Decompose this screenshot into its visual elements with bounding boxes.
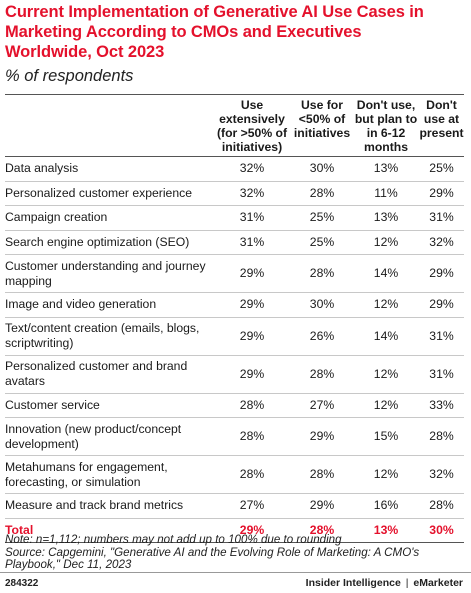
value-cell: 14% xyxy=(373,328,399,343)
value-cell: 11% xyxy=(374,185,398,200)
value-cell: 12% xyxy=(373,366,399,381)
value-cell: 25% xyxy=(309,234,335,249)
value-cell: 33% xyxy=(429,397,454,412)
total-value-cell: 13% xyxy=(373,522,399,537)
value-cell: 26% xyxy=(309,328,335,343)
value-cell: 31% xyxy=(429,210,454,225)
value-cell: 28% xyxy=(309,266,335,280)
row-label: Customer service xyxy=(5,397,100,412)
row-label: Innovation (new product/concept developm… xyxy=(5,421,182,451)
value-cell: 16% xyxy=(373,498,399,513)
row-label: Personalized customer and brand avatars xyxy=(5,359,188,388)
column-header: Use extensively (for >50% of initiatives… xyxy=(213,94,291,157)
value-cell: 12% xyxy=(373,397,399,412)
row-label: Personalized customer experience xyxy=(5,185,192,200)
brand-left: Insider Intelligence xyxy=(305,577,401,589)
table-row: Search engine optimization (SEO) 31% 25% 12… xyxy=(5,230,464,255)
value-cell: 28% xyxy=(239,429,265,443)
value-cell: 32% xyxy=(239,161,265,176)
row-label: Search engine optimization (SEO) xyxy=(5,234,190,249)
footer-divider xyxy=(0,572,471,573)
value-cell: 30% xyxy=(309,161,335,176)
value-cell: 28% xyxy=(309,185,335,200)
total-value-cell: 30% xyxy=(429,522,454,537)
value-cell: 29% xyxy=(429,185,454,200)
table-row: Text/content creation (emails, blogs, sc… xyxy=(5,317,464,355)
value-cell: 15% xyxy=(373,429,399,443)
total-label: Total xyxy=(5,522,34,537)
value-cell: 31% xyxy=(429,328,454,343)
value-cell: 29% xyxy=(429,266,454,280)
row-label: Measure and track brand metrics xyxy=(5,498,184,513)
value-cell: 13% xyxy=(373,161,399,176)
data-table: Use extensively (for >50% of initiatives… xyxy=(5,94,464,543)
value-cell: 29% xyxy=(239,328,265,343)
value-cell: 31% xyxy=(239,234,265,249)
value-cell: 28% xyxy=(429,429,454,443)
column-header: Don't use, but plan to in 6-12 months xyxy=(353,94,419,157)
chart-subtitle: % of respondents xyxy=(5,67,134,85)
row-label: Metahumans for engagement, forecasting, … xyxy=(5,459,168,489)
value-cell: 28% xyxy=(309,366,335,381)
header-row: Use extensively (for >50% of initiatives… xyxy=(5,94,464,157)
value-cell: 32% xyxy=(429,467,454,481)
value-cell: 29% xyxy=(239,266,265,280)
row-label: Data analysis xyxy=(5,161,79,176)
value-cell: 28% xyxy=(429,498,454,513)
brand-right: eMarketer xyxy=(413,577,463,589)
row-label: Customer understanding and journey mappi… xyxy=(5,258,206,288)
value-cell: 14% xyxy=(373,266,399,280)
note-text: Note: n=1,112; numbers may not add up to… xyxy=(5,533,342,546)
value-cell: 29% xyxy=(429,297,454,312)
table-row: Metahumans for engagement, forecasting, … xyxy=(5,456,464,494)
value-cell: 12% xyxy=(373,467,399,481)
source-text: Source: Capgemini, "Generative AI and th… xyxy=(5,545,420,571)
table-row: Personalized customer and brand avatars 2… xyxy=(5,355,464,393)
value-cell: 25% xyxy=(429,161,454,176)
row-label: Text/content creation (emails, blogs, sc… xyxy=(5,321,200,350)
chart-title: Current Implementation of Generative AI … xyxy=(5,3,424,61)
row-label: Image and video generation xyxy=(5,297,157,312)
value-cell: 29% xyxy=(239,297,265,312)
value-cell: 29% xyxy=(309,429,335,443)
value-cell: 31% xyxy=(429,366,454,381)
table-row: Measure and track brand metrics 27% 29% 16%… xyxy=(5,494,464,518)
table-body: Data analysis 32% 30% 13% 25% Personalized cu… xyxy=(5,157,464,542)
value-cell: 30% xyxy=(309,297,335,312)
brand-separator: | xyxy=(405,577,409,589)
total-value-cell: 28% xyxy=(309,522,335,537)
value-cell: 12% xyxy=(373,297,399,312)
value-cell: 27% xyxy=(239,498,265,513)
brand-logo: Insider Intelligence | eMarketer xyxy=(306,577,463,589)
total-value-cell: 29% xyxy=(239,522,265,537)
chart-id: 284322 xyxy=(5,578,39,589)
value-cell: 32% xyxy=(429,234,454,249)
value-cell: 28% xyxy=(309,467,335,481)
value-cell: 29% xyxy=(239,366,265,381)
value-cell: 32% xyxy=(239,185,265,200)
value-cell: 28% xyxy=(239,467,265,481)
value-cell: 27% xyxy=(309,397,335,412)
value-cell: 13% xyxy=(373,210,399,225)
value-cell: 31% xyxy=(239,210,265,225)
table-row: Customer understanding and journey mappi… xyxy=(5,255,464,293)
value-cell: 25% xyxy=(309,210,335,225)
value-cell: 29% xyxy=(309,498,335,513)
total-row: Total 29% 28% 13% 30% xyxy=(5,518,464,542)
table-row: Data analysis 32% 30% 13% 25% xyxy=(5,157,464,181)
table-row: Image and video generation 29% 30% 12% 29% xyxy=(5,293,464,317)
table-row: Innovation (new product/concept developm… xyxy=(5,418,464,456)
table-row: Personalized customer experience 32% 28% 11… xyxy=(5,181,464,206)
value-cell: 28% xyxy=(239,397,265,412)
column-header: Use for <50% of initiatives xyxy=(291,94,353,157)
column-header: Don't use at present xyxy=(419,94,464,157)
row-label: Campaign creation xyxy=(5,210,108,225)
header-label-cell xyxy=(5,94,213,157)
footnote: Note: n=1,112; numbers may not add up to… xyxy=(5,533,465,572)
table-row: Campaign creation 31% 25% 13% 31% xyxy=(5,206,464,230)
value-cell: 12% xyxy=(373,234,399,249)
table-row: Customer service 28% 27% 12% 33% xyxy=(5,393,464,418)
